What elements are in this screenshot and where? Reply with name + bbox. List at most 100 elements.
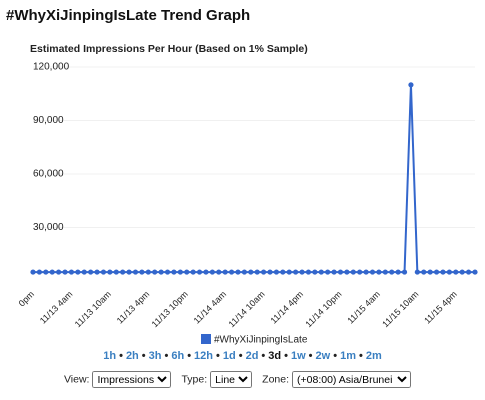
data-point [414, 269, 420, 275]
data-point [36, 269, 43, 275]
data-point [107, 269, 113, 275]
data-point [241, 269, 247, 275]
data-point [363, 269, 369, 275]
separator: • [216, 350, 220, 362]
data-point [357, 269, 363, 275]
x-tick-label: 11/15 10am [380, 289, 420, 329]
data-point [325, 269, 331, 275]
controls: View: Impressions Type: Line Zone: (+08:00) A… [0, 371, 485, 388]
data-point [68, 269, 75, 275]
separator: • [261, 350, 266, 362]
data-point [280, 269, 286, 275]
control-label: Type: [181, 373, 208, 386]
x-tick-label: 11/14 4pm [268, 289, 305, 326]
range-link[interactable]: 1h [103, 350, 117, 362]
separator: • [333, 350, 338, 362]
data-point [440, 269, 446, 275]
control-select[interactable]: Impressions [92, 371, 172, 388]
chart-title: Estimated Impressions Per Hour (Based on… [30, 43, 308, 55]
data-point [382, 269, 388, 275]
data-point [132, 269, 139, 275]
range-link[interactable]: 3h [148, 350, 162, 362]
control-select[interactable]: (+08:00) Asia/Brunei [292, 371, 412, 388]
data-point [184, 269, 190, 275]
data-point [158, 269, 164, 275]
series-line [33, 84, 475, 274]
data-point [273, 269, 280, 275]
data-point [30, 269, 36, 275]
data-point [164, 269, 171, 275]
data-point [145, 269, 151, 275]
x-tick-label: 11/14 10am [226, 289, 266, 329]
data-point [350, 269, 356, 275]
range-link[interactable]: 1w [290, 350, 306, 362]
data-point [235, 269, 241, 275]
legend-label: #WhyXiJinpingIsLate [214, 335, 308, 345]
x-tick-label: 11/13 4pm [115, 289, 152, 326]
range-link[interactable]: 1d [222, 350, 236, 362]
x-tick-label: 11/13 10am [73, 289, 113, 329]
data-point [75, 269, 81, 275]
range-link[interactable]: 2d [245, 350, 259, 362]
data-point [389, 269, 395, 275]
data-point [228, 269, 235, 275]
data-point [459, 269, 465, 275]
data-point [177, 269, 183, 275]
range-link[interactable]: 12h [194, 350, 214, 362]
separator: • [238, 350, 243, 362]
chart: Estimated Impressions Per Hour (Based on… [17, 43, 478, 345]
x-tick-label: 0pm [17, 289, 36, 308]
separator: • [308, 350, 313, 362]
range-links: 1h • 2h • 3h • 6h • 12h • 1d • 2d • 3d • 1w • 2w • 1m • 2m [0, 350, 485, 362]
range-link[interactable]: 2h [125, 350, 139, 362]
x-tick-label: 11/15 4am [345, 289, 382, 326]
control-label: View: [63, 373, 90, 386]
data-point [222, 269, 228, 275]
data-point [56, 269, 62, 275]
data-point [293, 269, 299, 275]
data-point [254, 269, 260, 275]
data-point [337, 269, 344, 275]
data-point [421, 269, 427, 275]
data-point [126, 269, 132, 275]
range-link[interactable]: 6h [171, 350, 185, 362]
range-link[interactable]: 3d [268, 350, 282, 362]
range-link[interactable]: 1m [340, 350, 356, 362]
data-point [43, 269, 49, 275]
data-point [395, 269, 401, 275]
separator: • [119, 350, 123, 362]
data-point [88, 269, 94, 275]
data-point [369, 269, 376, 275]
data-point [312, 269, 318, 275]
y-tick-label: 90,000 [33, 115, 64, 126]
data-point [267, 269, 273, 275]
separator: • [164, 350, 169, 362]
data-point [139, 269, 145, 275]
x-tick-label: 11/15 4pm [422, 289, 459, 326]
x-tick-label: 11/13 4am [38, 289, 75, 326]
data-point [81, 269, 87, 275]
data-point [446, 269, 452, 275]
data-point [171, 269, 177, 275]
y-tick-label: 60,000 [33, 169, 64, 180]
data-point [190, 269, 196, 275]
range-link[interactable]: 2w [315, 350, 331, 362]
data-point [299, 269, 305, 275]
data-point [427, 269, 433, 275]
data-point [49, 269, 55, 275]
control-select[interactable]: Line [210, 371, 253, 388]
data-point [100, 269, 107, 275]
separator: • [358, 350, 363, 362]
data-point [196, 269, 203, 275]
data-point [286, 269, 292, 275]
range-link[interactable]: 2m [365, 350, 382, 362]
data-point [209, 269, 215, 275]
data-point [465, 269, 472, 275]
separator: • [141, 350, 146, 362]
data-point [401, 269, 408, 275]
data-point [433, 269, 440, 275]
data-point [453, 269, 459, 275]
data-point [344, 269, 350, 275]
page-title: #WhyXiJinpingIsLate Trend Graph [6, 7, 251, 24]
data-point [113, 269, 119, 275]
